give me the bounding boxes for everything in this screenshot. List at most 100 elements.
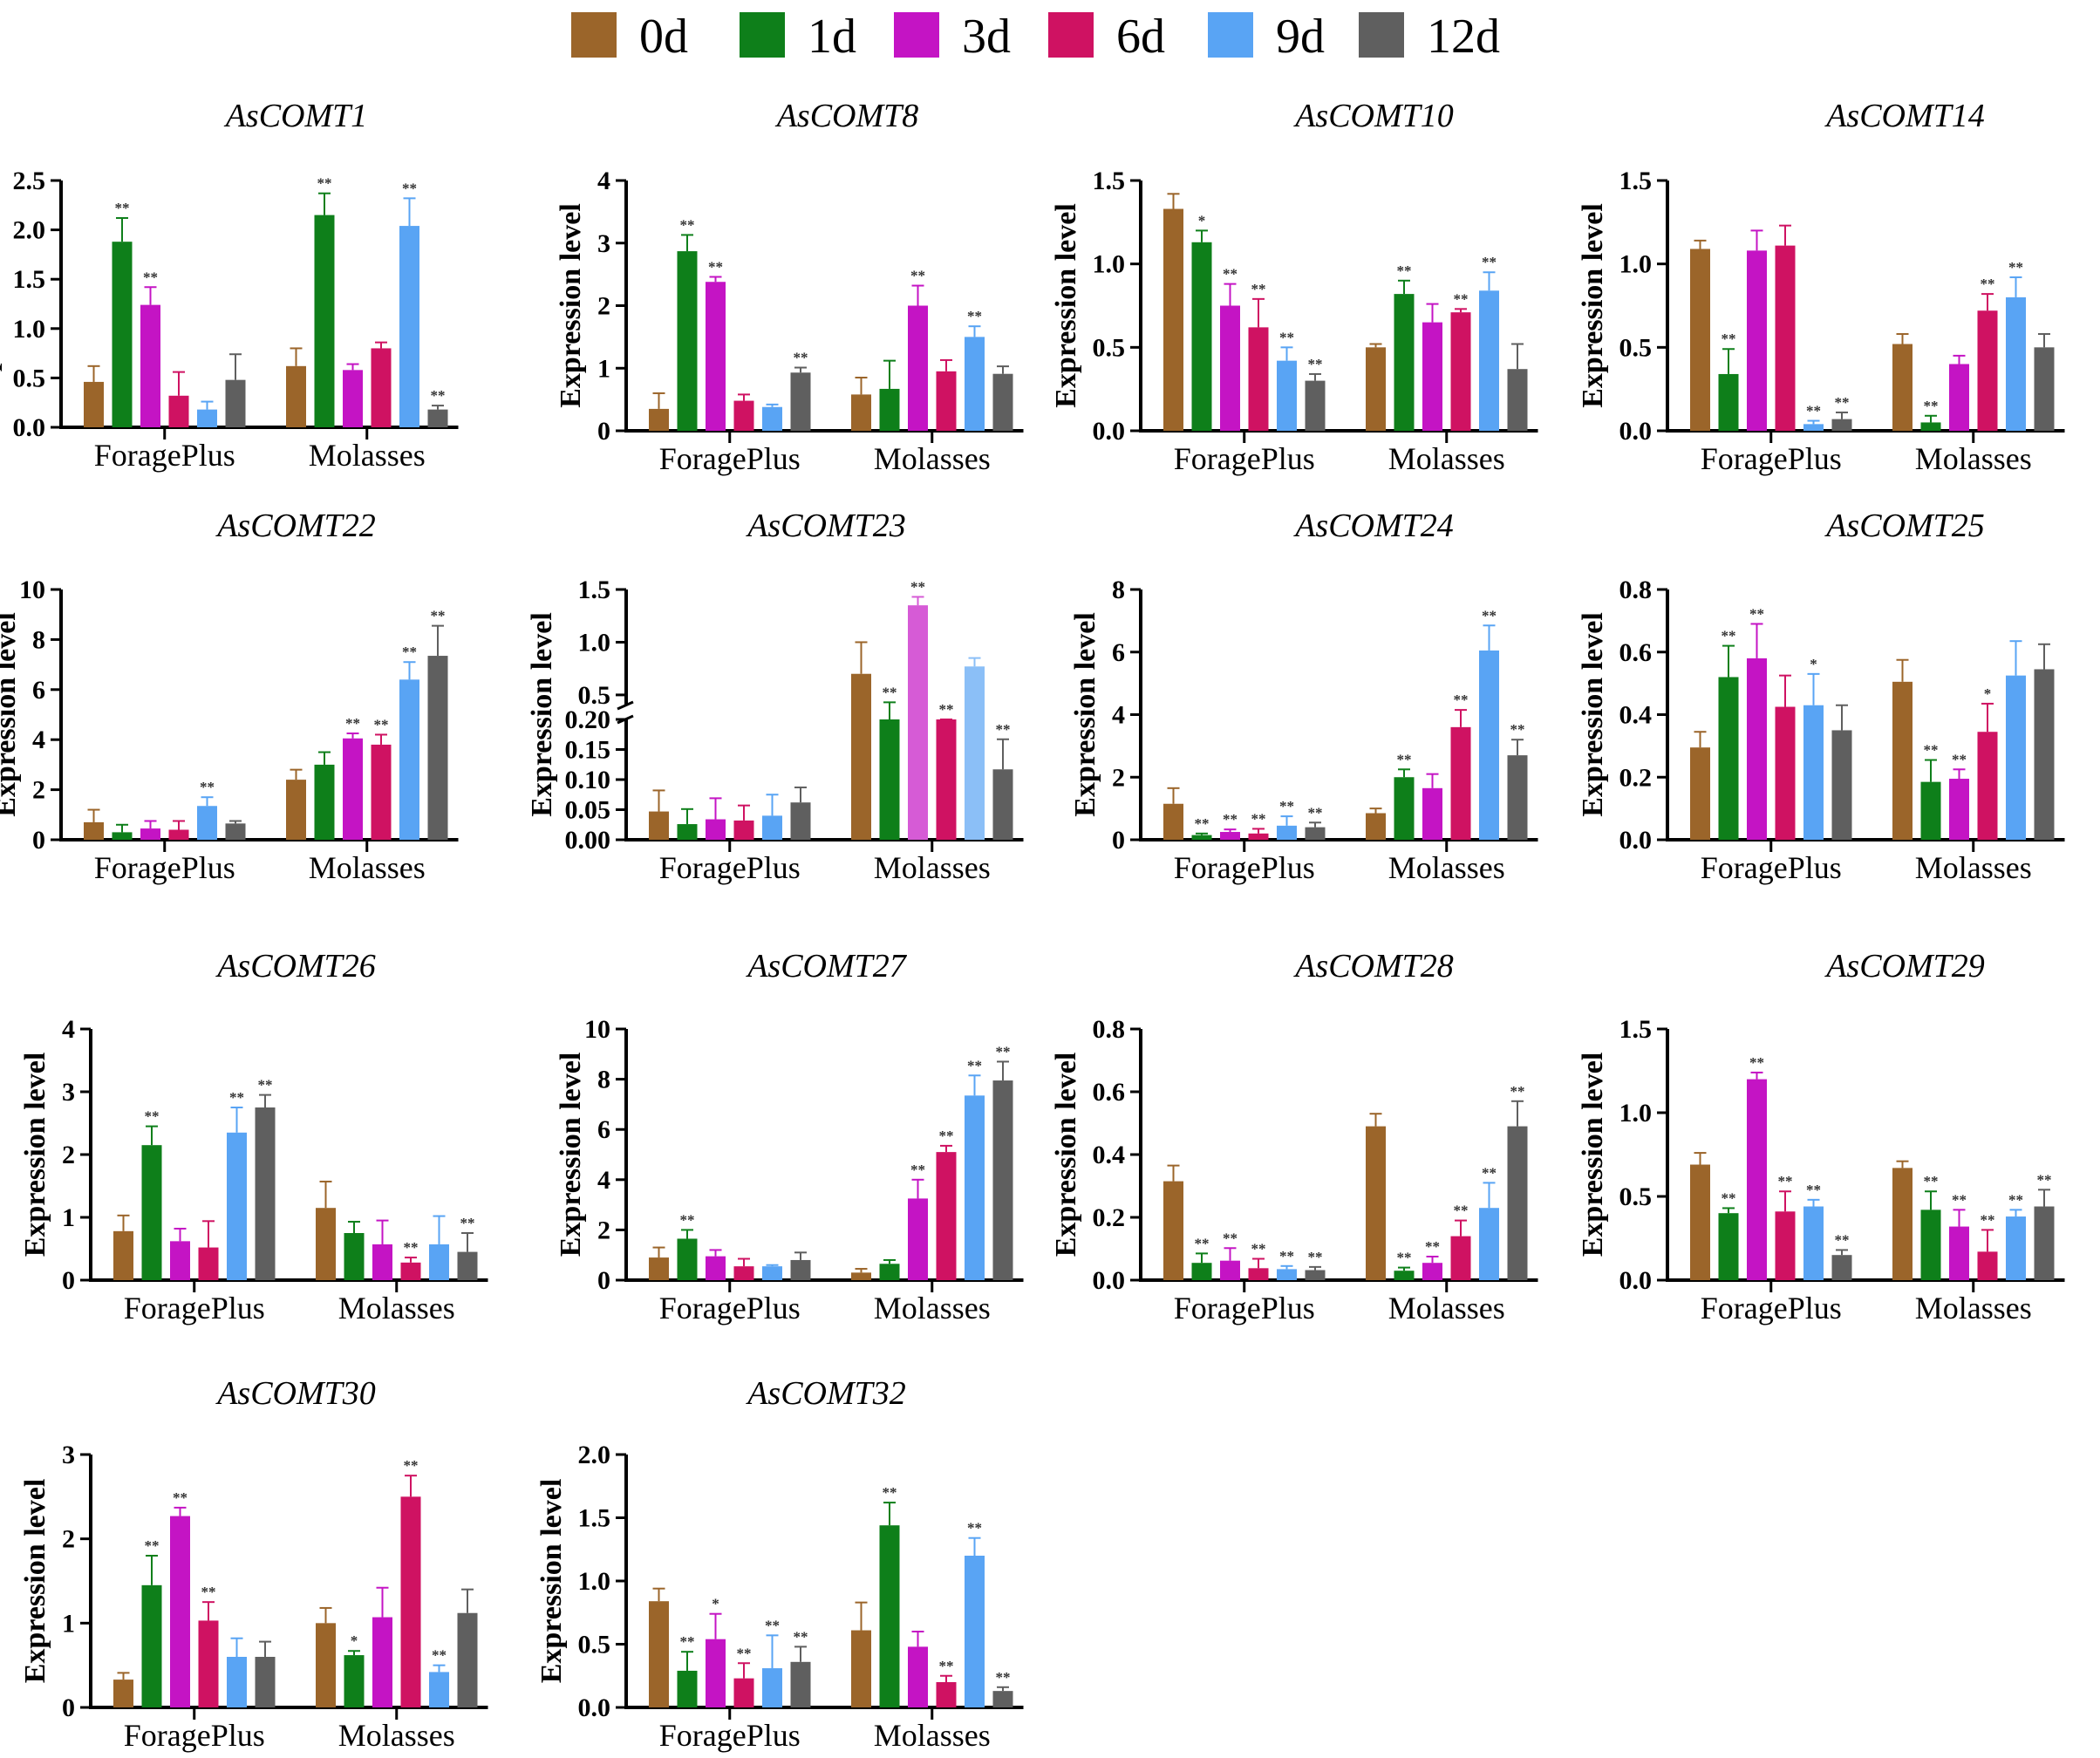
significance-label: ** <box>1952 1191 1967 1208</box>
y-tick-label: 10 <box>584 1015 610 1044</box>
bar-Molasses-12d <box>457 1251 478 1280</box>
y-tick-label: 0.00 <box>565 826 611 855</box>
bar-ForagePlus-3d <box>1747 250 1767 431</box>
y-tick-label: 0.10 <box>565 766 611 794</box>
significance-label: ** <box>1981 276 1995 292</box>
bar-Molasses-3d <box>1422 1263 1442 1280</box>
y-tick-label: 0.5 <box>1093 333 1126 362</box>
bar-ForagePlus-6d <box>733 1678 754 1707</box>
y-axis-label: Expression level <box>1050 203 1082 408</box>
bars: ** ** ** ** ** <box>113 1077 478 1280</box>
bar-Molasses-6d <box>371 744 392 840</box>
bar-Molasses-6d <box>371 348 392 427</box>
bar-ForagePlus-6d <box>733 400 754 431</box>
bar-Molasses-6d <box>936 1152 957 1280</box>
bar-ForagePlus-3d <box>170 1516 190 1707</box>
significance-label: ** <box>200 779 215 795</box>
y-tick-label: 0.0 <box>13 413 46 442</box>
bar-ForagePlus-9d <box>1277 360 1297 431</box>
y-tick-label: 1.5 <box>13 265 46 294</box>
bar-Molasses-12d <box>427 409 448 427</box>
y-tick-label: 1.5 <box>1619 167 1653 195</box>
bar-Molasses-12d <box>2034 347 2055 431</box>
bar-Molasses-3d <box>1422 787 1442 840</box>
significance-label: * <box>1810 656 1817 672</box>
significance-label: ** <box>143 269 158 285</box>
bar-Molasses-0d <box>1366 813 1386 840</box>
significance-label: ** <box>201 1584 216 1600</box>
bar-ForagePlus-1d <box>141 1145 162 1280</box>
chart-AsCOMT32: AsCOMT32 Expression level 0.0 0.5 1.0 1.5 2.0 F… <box>535 1375 1024 1753</box>
bar-Molasses-6d <box>936 719 957 840</box>
y-tick-label: 2.0 <box>578 1441 611 1469</box>
y-tick-label: 0.2 <box>1093 1203 1126 1232</box>
bar-Molasses-9d <box>2006 1216 2026 1280</box>
axis-break-mark <box>617 700 634 711</box>
bar-ForagePlus-3d <box>706 1256 726 1280</box>
y-axis-label: Expression level <box>526 612 558 817</box>
y-tick-label: 1.0 <box>13 315 46 344</box>
bar-ForagePlus-3d <box>170 1241 190 1280</box>
y-tick-label: 0.8 <box>1093 1015 1126 1044</box>
bar-Molasses-6d <box>400 1262 421 1280</box>
bar-ForagePlus-6d <box>733 820 754 840</box>
significance-label: ** <box>1454 290 1469 307</box>
legend-label: 1d <box>808 10 856 64</box>
y-tick-label: 4 <box>597 1166 610 1195</box>
bar-ForagePlus-3d <box>1220 1260 1240 1280</box>
bar-Molasses-1d <box>1920 422 1941 431</box>
bar-ForagePlus-0d <box>649 408 669 431</box>
bar-ForagePlus-9d <box>1803 705 1824 840</box>
significance-label: ** <box>1308 1249 1323 1265</box>
chart-AsCOMT14: AsCOMT14 Expression level 0.0 0.5 1.0 1.5 Fora… <box>1577 98 2065 476</box>
x-category-label: Molasses <box>874 441 991 476</box>
chart-AsCOMT28: AsCOMT28 Expression level 0.0 0.2 0.4 0.6 0.8 F… <box>1050 948 1538 1325</box>
y-tick-label: 0.5 <box>13 364 46 392</box>
significance-label: ** <box>1279 798 1294 814</box>
bar-Molasses-12d <box>427 656 448 840</box>
significance-label: ** <box>431 608 446 624</box>
bar-Molasses-0d <box>851 1630 871 1707</box>
y-tick-label: 0.05 <box>565 796 611 825</box>
significance-label: ** <box>1454 1203 1469 1219</box>
bar-Molasses-0d <box>851 1272 871 1280</box>
significance-label: ** <box>996 1669 1011 1686</box>
y-tick-label: 2.0 <box>13 216 46 245</box>
x-category-label: ForagePlus <box>659 1718 801 1753</box>
significance-label: ** <box>737 1645 752 1661</box>
bar-Molasses-1d <box>879 719 900 840</box>
y-axis-label: Expression level <box>1577 612 1609 817</box>
bar-ForagePlus-0d <box>113 1230 133 1280</box>
chart-title: AsCOMT28 <box>1292 948 1454 985</box>
y-tick-label: 0.8 <box>1619 576 1653 604</box>
significance-label: ** <box>1195 815 1210 832</box>
bar-ForagePlus-6d <box>1248 327 1269 431</box>
bar-Molasses-12d <box>1507 755 1528 840</box>
bar-ForagePlus-9d <box>197 409 217 427</box>
significance-label: ** <box>1279 1248 1294 1264</box>
bar-Molasses-3d <box>908 305 928 431</box>
y-tick-label: 3 <box>62 1078 75 1107</box>
y-tick-label: 0 <box>32 826 45 855</box>
x-category-label: Molasses <box>874 1718 991 1753</box>
bar-ForagePlus-1d <box>141 1584 162 1707</box>
y-tick-label: 0.0 <box>1093 417 1126 446</box>
significance-label: ** <box>1924 1173 1939 1189</box>
bar-Molasses-9d <box>965 666 985 840</box>
x-category-label: ForagePlus <box>1701 441 1842 476</box>
legend-swatch <box>571 12 617 58</box>
x-category-label: ForagePlus <box>1701 1291 1842 1325</box>
significance-label: ** <box>708 258 723 275</box>
bar-ForagePlus-6d <box>198 1247 219 1280</box>
x-category-label: Molasses <box>309 438 426 473</box>
significance-label: ** <box>432 1647 447 1664</box>
bar-Molasses-12d <box>2034 1206 2055 1280</box>
chart-AsCOMT27: AsCOMT27 Expression level 0 2 4 6 8 10 ForagePlu… <box>555 948 1024 1325</box>
significance-label: ** <box>1397 1250 1412 1266</box>
y-axis-label: Expression level <box>19 1479 51 1684</box>
bar-Molasses-12d <box>992 1080 1013 1280</box>
chart-title: AsCOMT14 <box>1824 98 1985 134</box>
bar-Molasses-1d <box>879 1264 900 1280</box>
y-tick-label: 3 <box>62 1441 75 1469</box>
significance-label: ** <box>345 715 360 732</box>
